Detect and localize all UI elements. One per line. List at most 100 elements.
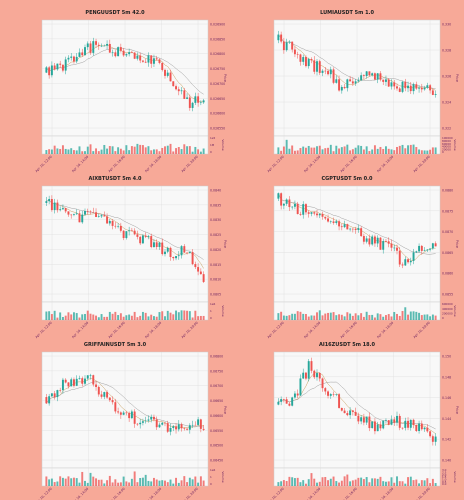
volume-bar [194, 146, 197, 154]
volume-bar [434, 315, 437, 320]
candle-body [70, 56, 73, 58]
candle-body [318, 61, 321, 73]
candle-body [382, 241, 385, 250]
volume-bar [106, 316, 109, 320]
volume-bar [144, 474, 147, 486]
candle-body [340, 226, 343, 228]
candle-body [321, 70, 324, 73]
volume-bar [407, 145, 409, 154]
candle-body [59, 390, 62, 391]
volume-bar [426, 150, 429, 154]
volume-bar [197, 149, 200, 154]
chart-panel: PENGUUSDT 5m 42.0 0.026900 0.026850 0.02680… [34, 10, 227, 173]
candle-body [429, 85, 432, 91]
y-axis-label: Price [455, 406, 459, 414]
volume-bar [431, 478, 434, 486]
volume-bar [67, 312, 70, 320]
candle-body [423, 427, 426, 430]
candle-body [371, 421, 374, 429]
moving-average-line [278, 34, 436, 91]
volume-bar [139, 478, 142, 486]
candle-body [365, 71, 368, 76]
candle-body [128, 230, 131, 232]
candle-body [431, 243, 434, 249]
volume-bar [426, 314, 429, 320]
volume-bar [349, 150, 352, 154]
candle-body [194, 424, 197, 426]
volume-bar [351, 480, 354, 486]
chart-title: AIXBTUSDT 5m 4.0 [88, 176, 142, 182]
y-tick-label: 0.026850 [210, 37, 225, 41]
x-tick-label: Apr 10, 16:00 [339, 487, 357, 500]
volume-bar [164, 316, 166, 320]
volume-bar [318, 481, 321, 486]
candle-body [67, 382, 70, 387]
volume-bar [362, 316, 365, 320]
y-axis-label: Price [455, 74, 459, 82]
candle-body [103, 215, 106, 217]
candle-body [164, 69, 166, 76]
candle-body [398, 250, 401, 265]
volume-bar [61, 145, 64, 154]
volume-bar [338, 314, 341, 320]
candle-body [398, 88, 401, 92]
volume-bar [390, 149, 393, 154]
candle-body [420, 245, 423, 251]
candle-body [133, 52, 136, 59]
volume-bar [351, 149, 354, 154]
candle-body [136, 234, 139, 237]
candle-body [64, 208, 67, 212]
volume-bar [360, 477, 363, 486]
candle-body [277, 34, 280, 41]
candle-body [86, 43, 89, 48]
candle-body [302, 372, 305, 379]
volume-tick-label: 0 [442, 150, 444, 154]
volume-bar [133, 311, 136, 320]
volume-bar [371, 314, 374, 320]
chart-panel: AIXBTUSDT 5m 4.0 0.0840 0.0835 0.0830 0.0825… [34, 176, 227, 339]
volume-tick-label: 40000 [442, 145, 451, 149]
volume-bar [343, 146, 346, 154]
candle-body [373, 73, 376, 80]
volume-bar [277, 482, 280, 486]
volume-bar [191, 317, 194, 320]
candle-body [362, 417, 365, 423]
candle-body [155, 419, 158, 428]
candle-body [175, 86, 177, 90]
y-tick-label: 0.0840 [210, 189, 221, 193]
candle-body [324, 70, 327, 72]
candle-body [48, 199, 51, 202]
volume-bar [153, 477, 155, 486]
volume-bar [92, 476, 95, 486]
candle-body [84, 47, 86, 56]
volume-bar [86, 310, 89, 320]
candle-body [338, 394, 341, 408]
candle-body [404, 259, 407, 266]
volume-bar [321, 149, 324, 154]
volume-bar [280, 150, 283, 154]
volume-bar [155, 316, 158, 320]
volume-bar [119, 148, 122, 154]
volume-bar [136, 143, 139, 154]
candle-body [349, 79, 352, 82]
candle-body [318, 213, 321, 216]
candle-body [164, 422, 166, 424]
volume-bar [119, 313, 122, 320]
volume-bar [291, 477, 294, 486]
volume-bar [280, 311, 283, 320]
x-tick-label: Apr 10, 18:00 [144, 155, 162, 173]
volume-bar [86, 146, 89, 154]
volume-tick-label: 1e5 [210, 136, 216, 140]
volume-bar [117, 482, 120, 486]
volume-bar [434, 147, 437, 154]
candle-body [147, 236, 150, 237]
candle-body [95, 384, 97, 387]
y-tick-label: 0.026600 [210, 112, 225, 116]
candle-body [291, 206, 294, 208]
volume-bar [180, 480, 183, 486]
y-tick-label: 0.06700 [210, 384, 223, 388]
volume-bar [382, 148, 385, 154]
candle-body [64, 59, 67, 71]
x-tick-label: Apr 10, 18:00 [376, 155, 394, 173]
candle-body [141, 60, 144, 62]
